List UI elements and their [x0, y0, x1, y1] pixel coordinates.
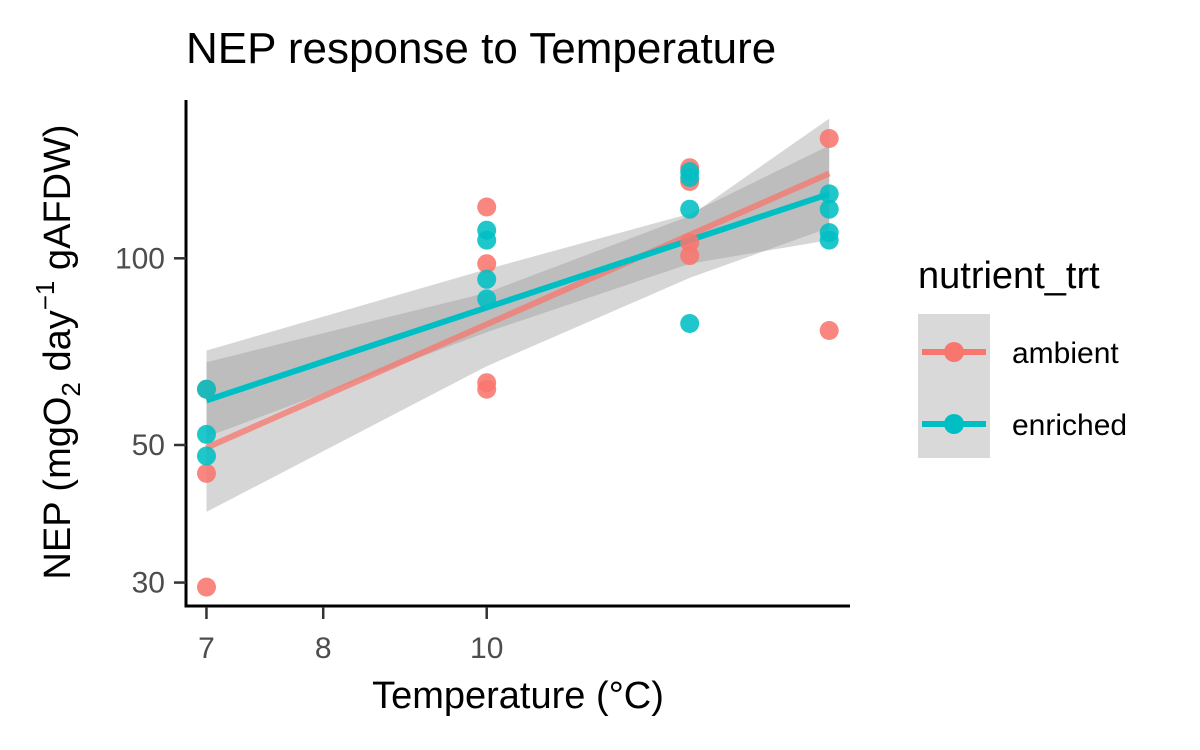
y-axis-label: NEP (mgO2 day−1 gAFDW) [30, 124, 86, 579]
data-point-enriched-9 [680, 199, 700, 219]
y-axis-label-suffix: gAFDW) [37, 124, 79, 280]
data-point-enriched-0 [197, 379, 216, 399]
data-point-enriched-14 [819, 230, 839, 250]
y-tick-label-2: 100 [115, 242, 165, 275]
data-point-enriched-4 [477, 230, 497, 250]
y-axis-label-prefix: NEP (mgO [37, 397, 79, 580]
x-tick-label-0: 7 [198, 632, 215, 665]
data-point-enriched-12 [819, 199, 839, 219]
legend-key-point-enriched [944, 414, 964, 434]
legend-keys: ambient enriched [922, 337, 1127, 442]
data-point-ambient-3 [477, 197, 497, 217]
y-tick-label-1: 50 [132, 429, 165, 462]
data-point-enriched-6 [477, 289, 497, 309]
ci-band-enriched [206, 145, 830, 437]
x-axis-label: Temperature (°C) [372, 675, 664, 717]
fit-line-ambient [205, 170, 831, 451]
y-axis-label-superscript: −1 [30, 281, 60, 311]
data-point-enriched-11 [819, 184, 839, 204]
chart-title: NEP response to Temperature [186, 24, 776, 73]
y-tick-label-0: 30 [132, 567, 165, 600]
data-point-ambient-6 [477, 379, 497, 399]
legend-title: nutrient_trt [918, 255, 1100, 297]
legend-label-enriched: enriched [1012, 409, 1127, 442]
x-ticks: 7 8 10 [198, 607, 503, 665]
x-tick-label-2: 10 [470, 632, 503, 665]
legend-label-ambient: ambient [1012, 337, 1119, 370]
data-points [197, 129, 839, 597]
legend-key-point-ambient [944, 342, 964, 362]
data-point-ambient-10 [680, 246, 700, 266]
data-point-enriched-8 [680, 168, 700, 187]
fit-lines [205, 170, 831, 451]
data-point-enriched-1 [197, 424, 216, 444]
data-point-ambient-12 [819, 321, 839, 340]
data-point-enriched-10 [680, 314, 700, 333]
data-point-ambient-2 [197, 577, 216, 597]
data-point-enriched-2 [197, 446, 216, 466]
legend-key-background [918, 314, 990, 458]
data-point-ambient-9 [680, 233, 700, 253]
y-axis-label-mid: day [37, 310, 79, 382]
data-point-enriched-5 [477, 269, 497, 289]
y-ticks: 30 50 100 [115, 242, 186, 600]
data-point-ambient-4 [477, 254, 497, 274]
data-point-ambient-11 [819, 129, 839, 148]
y-axis-label-subscript: 2 [56, 382, 86, 396]
confidence-bands [206, 118, 830, 512]
x-tick-label-1: 8 [315, 632, 332, 665]
legend: nutrient_trt ambient enriched [918, 255, 1127, 458]
fit-line-enriched [205, 191, 831, 404]
data-point-ambient-1 [197, 463, 216, 483]
ci-band-ambient [206, 118, 830, 512]
